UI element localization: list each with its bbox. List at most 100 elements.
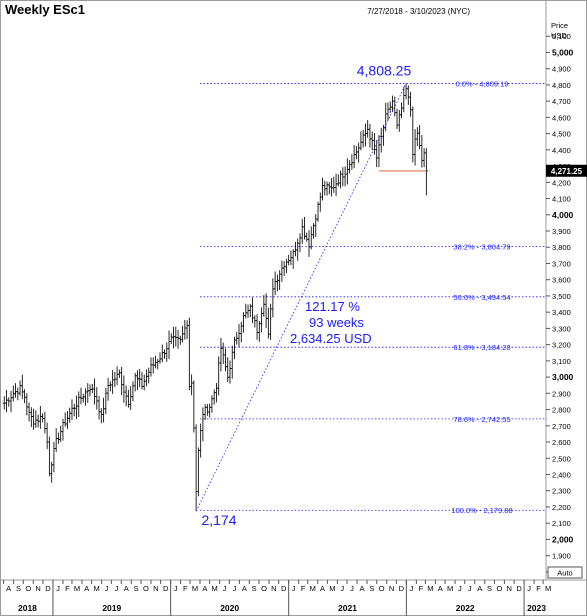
month-label: S	[369, 584, 374, 593]
y-tick-label: 3,800	[552, 243, 571, 252]
month-label: D	[45, 584, 51, 593]
auto-scale-label: Auto	[557, 569, 572, 578]
last-price-tag	[546, 164, 587, 177]
month-label: A	[242, 584, 247, 593]
month-label: J	[409, 584, 413, 593]
move-weeks-annotation: 93 weeks	[309, 315, 364, 330]
month-label: D	[281, 584, 287, 593]
y-tick-label: 2,400	[552, 470, 571, 479]
y-tick-label: 5,000	[552, 47, 574, 57]
trend-line	[195, 83, 407, 512]
year-label: 2020	[220, 603, 239, 613]
month-label: D	[163, 584, 169, 593]
y-tick-label: 2,600	[552, 438, 571, 447]
month-label: M	[545, 584, 551, 593]
month-label: M	[329, 584, 335, 593]
month-label: O	[496, 584, 502, 593]
y-tick-label: 4,900	[552, 65, 571, 74]
y-tick-label: 2,200	[552, 503, 571, 512]
y-tick-label: 2,700	[552, 422, 571, 431]
month-label: N	[271, 584, 276, 593]
month-label: F	[65, 584, 70, 593]
date-range: 7/27/2018 - 3/10/2023 (NYC)	[367, 7, 470, 16]
y-tick-label: 2,300	[552, 487, 571, 496]
plot-area[interactable]: 0.0% - 4,809.19 38.2% - 3,804.79 50.0% - 3…	[2, 63, 545, 529]
month-label: M	[94, 584, 100, 593]
month-label: N	[389, 584, 394, 593]
y-tick-label: 2,500	[552, 454, 571, 463]
auto-scale-button[interactable]	[547, 566, 583, 579]
month-label: S	[487, 584, 492, 593]
month-label: J	[527, 584, 531, 593]
price-axis[interactable]: 1,8001,9002,0002,1002,2002,3002,4002,500…	[545, 0, 587, 580]
move-percent-annotation: 121.17 %	[305, 299, 360, 314]
y-tick-label: 2,000	[552, 534, 574, 544]
month-label: F	[183, 584, 188, 593]
year-label: 2023	[527, 603, 546, 613]
month-label: A	[320, 584, 325, 593]
month-label: A	[84, 584, 89, 593]
fib-level-label: 0.0% - 4,809.19	[456, 79, 509, 88]
y-tick-label: 3,700	[552, 259, 571, 268]
month-label: J	[105, 584, 109, 593]
year-label: 2021	[338, 603, 357, 613]
y-tick-label: 3,900	[552, 227, 571, 236]
y-tick-label: 4,200	[552, 178, 571, 187]
month-label: O	[25, 584, 31, 593]
price-axis-label: Price	[551, 21, 568, 30]
year-label: 2022	[456, 603, 475, 613]
month-label: M	[74, 584, 80, 593]
month-label: N	[153, 584, 158, 593]
month-label: N	[35, 584, 40, 593]
chart-title: Weekly ESc1	[5, 2, 85, 17]
y-tick-label: 4,100	[552, 195, 571, 204]
y-tick-label: 3,600	[552, 276, 571, 285]
y-tick-label: 5,100	[552, 32, 571, 41]
month-label: A	[202, 584, 207, 593]
y-tick-label: 4,500	[552, 130, 571, 139]
month-label: D	[516, 584, 522, 593]
month-label: F	[419, 584, 424, 593]
month-label: O	[379, 584, 385, 593]
month-label: J	[468, 584, 472, 593]
month-label: S	[16, 584, 21, 593]
month-label: F	[536, 584, 541, 593]
y-tick-label: 3,200	[552, 341, 571, 350]
y-tick-label: 3,400	[552, 308, 571, 317]
month-label: O	[143, 584, 149, 593]
high-annotation: 4,808.25	[357, 63, 412, 79]
month-label: D	[399, 584, 405, 593]
low-annotation: 2,174	[201, 512, 236, 528]
fib-level-label: 100.0% - 2,179.88	[451, 506, 512, 515]
month-label: M	[192, 584, 198, 593]
month-label: O	[261, 584, 267, 593]
y-tick-label: 1,900	[552, 552, 571, 561]
y-tick-label: 4,800	[552, 81, 571, 90]
month-label: S	[252, 584, 257, 593]
month-label: N	[507, 584, 512, 593]
year-label: 2018	[18, 603, 37, 613]
year-label: 2019	[102, 603, 121, 613]
month-label: M	[212, 584, 218, 593]
fib-level-label: 78.6% - 2,742.55	[453, 415, 510, 424]
month-label: F	[301, 584, 306, 593]
month-label: J	[458, 584, 462, 593]
month-label: J	[292, 584, 296, 593]
move-points-annotation: 2,634.25 USD	[290, 331, 372, 346]
month-label: A	[6, 584, 11, 593]
month-label: J	[350, 584, 354, 593]
month-label: A	[360, 584, 365, 593]
month-label: J	[174, 584, 178, 593]
month-label: J	[232, 584, 236, 593]
price-bar	[424, 148, 428, 196]
month-label: J	[56, 584, 60, 593]
month-label: J	[223, 584, 227, 593]
y-tick-label: 4,400	[552, 146, 571, 155]
y-tick-label: 2,900	[552, 389, 571, 398]
month-label: A	[124, 584, 129, 593]
y-tick-label: 3,500	[552, 292, 571, 301]
y-tick-label: 4,000	[552, 210, 574, 220]
y-tick-label: 4,600	[552, 113, 571, 122]
